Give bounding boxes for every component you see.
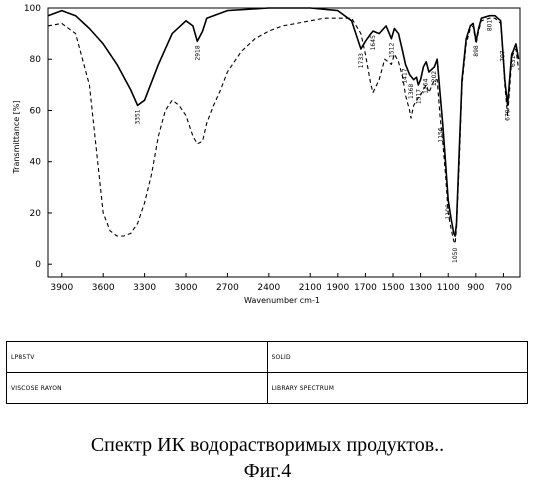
peak-label: 1512 (388, 43, 395, 58)
sample-info-table: LP85TV SOLID VISCOSE RAYON LIBRARY SPECT… (6, 341, 528, 404)
peak-label: 670 (505, 109, 512, 121)
peak-label: 3351 (135, 109, 142, 124)
x-tick-label: 3000 (175, 283, 198, 293)
x-axis-label: Wavenumber cm-1 (244, 296, 320, 305)
peak-label: 631 (510, 55, 517, 67)
x-tick-label: 2700 (216, 283, 239, 293)
figure-caption: Спектр ИК водорастворимых продуктов.. (0, 434, 535, 457)
y-tick-label: 100 (24, 4, 41, 14)
x-tick-label: 3300 (133, 283, 156, 293)
table-row: VISCOSE RAYON LIBRARY SPECTRUM (7, 373, 528, 404)
peak-label: 898 (473, 45, 480, 57)
x-tick-label: 3900 (50, 283, 73, 293)
y-tick-label: 60 (30, 106, 42, 116)
solid-spectrum-line (48, 8, 519, 236)
y-tick-label: 0 (35, 260, 41, 270)
y-tick-label: 20 (30, 209, 42, 219)
x-tick-label: 1900 (326, 283, 349, 293)
peak-label: 1645 (370, 35, 377, 50)
peak-label: 1050 (452, 248, 459, 263)
peak-label: 1202 (431, 71, 438, 86)
peak-label: 1317 (415, 89, 422, 104)
plot-frame (48, 8, 520, 277)
table-cell: LIBRARY SPECTRUM (267, 373, 528, 404)
table-row: LP85TV SOLID (7, 342, 528, 373)
x-tick-label: 900 (467, 283, 484, 293)
table-cell: LP85TV (7, 342, 268, 373)
x-tick-label: 2400 (257, 283, 280, 293)
table-cell: SOLID (267, 342, 528, 373)
peak-label: 2918 (194, 45, 201, 60)
x-tick-label: 700 (495, 283, 512, 293)
y-tick-label: 80 (30, 55, 42, 65)
ir-spectrum-chart: 100 80 60 40 20 0 3900 3600 3300 3000 2700 2400 210… (0, 0, 535, 330)
x-axis-ticks: 3900 3600 3300 3000 2700 2400 2100 1900 1700 1500… (50, 273, 512, 293)
peak-label: 1368 (408, 84, 415, 99)
x-tick-label: 3600 (92, 283, 115, 293)
peak-label: 1156 (438, 127, 445, 142)
x-tick-label: 1500 (382, 283, 405, 293)
x-tick-label: 1100 (437, 283, 460, 293)
figure-number: Фиг.4 (0, 460, 535, 483)
x-tick-label: 1300 (409, 283, 432, 293)
peak-label: 1264 (423, 78, 430, 93)
peak-label: 1100 (445, 204, 452, 219)
peak-label: 801 (487, 20, 494, 32)
x-tick-label: 2100 (299, 283, 322, 293)
table-cell: VISCOSE RAYON (7, 373, 268, 404)
peak-label: 1417 (402, 68, 409, 83)
y-tick-label: 40 (30, 158, 42, 168)
y-axis-label: Transmittance [%] (12, 100, 21, 174)
x-tick-label: 1700 (354, 283, 377, 293)
peak-label: 1733 (358, 53, 365, 68)
peak-label: 707 (500, 50, 507, 62)
